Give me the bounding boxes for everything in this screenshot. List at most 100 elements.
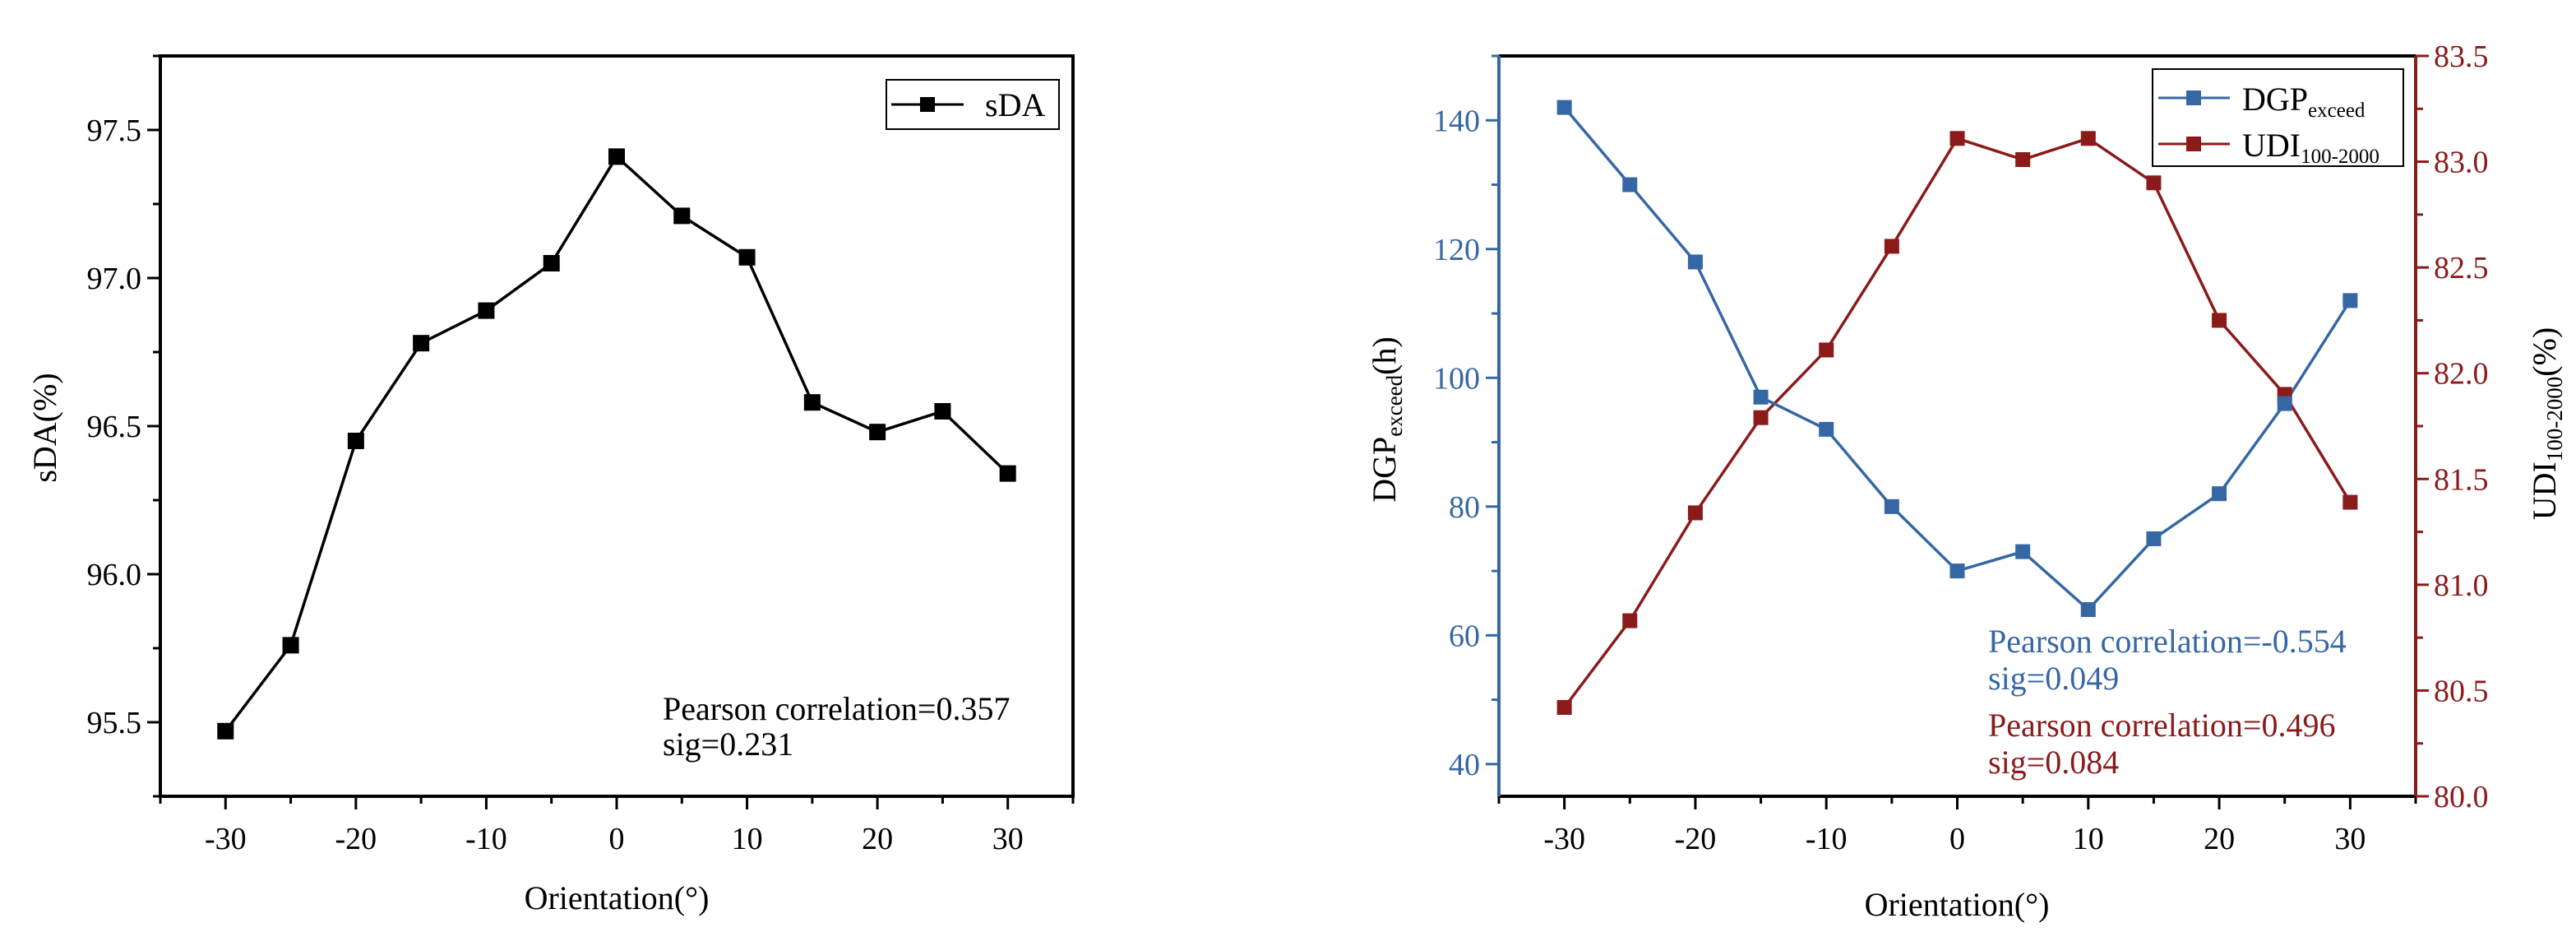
dgp-udi-x-axis-title: Orientation(°) [1865,886,2050,923]
dgp-udi-x-tick-label: -20 [1675,822,1717,856]
dgp-data-point [2212,486,2227,502]
sda-series-line [224,154,1009,732]
udi-pearson-annotation: Pearson correlation=0.496 [1988,707,2335,744]
sda-data-point [543,255,560,271]
udi-data-point [1753,410,1769,425]
dgp-data-point [2015,544,2031,559]
udi-y-tick-label: 83.0 [2434,146,2489,180]
dgp-y-tick-label: 100 [1433,361,1480,396]
sda-x-tick-label: 20 [862,822,893,856]
sda-x-tick-label: 30 [992,822,1024,856]
dgp-y-axis-title: DGPexceed(h) [1366,336,1407,503]
dgp-data-point [1949,563,1965,579]
dgp-udi-legend: DGPexceed UDI100-2000 [2152,68,2404,168]
dgp-data-point [1556,100,1572,115]
udi-y-tick-label: 80.0 [2434,780,2489,814]
udi-y-title-sub: 100-2000 [2542,377,2567,462]
dgp-y-title-sub: exceed [1382,374,1407,436]
sda-data-point [282,637,299,654]
udi-data-point [1622,613,1638,628]
sda-chart: -30 -20 -10 0 10 20 30 95.5 96.0 96.5 97.0 97.5 Or… [26,54,1075,916]
dgp-data-point [2080,602,2096,618]
sda-data-point [803,394,821,411]
sda-data-point [608,148,625,165]
dgp-pearson-annotation: Pearson correlation=-0.554 [1988,623,2347,660]
udi-y-title-tail: (%) [2526,327,2563,377]
udi-legend-marker [2186,137,2201,151]
sda-x-axis: -30 -20 -10 0 10 20 30 [159,796,1075,856]
dgp-y-tick-label: 60 [1449,619,1480,653]
sda-y-tick-label: 97.5 [87,114,142,148]
sda-x-tick-label: -30 [205,822,247,856]
udi-data-point [1556,700,1572,715]
dgp-data-point [1884,499,1899,514]
udi-y-tick-label: 83.5 [2434,39,2489,74]
sda-x-axis-title: Orientation(°) [525,879,710,916]
udi-y-axis-title: UDI100-2000(%) [2526,327,2567,521]
sda-y-axis-title: sDA(%) [26,373,63,482]
sda-y-tick-label: 97.0 [87,262,142,296]
dgp-legend-label: DGPexceed [2242,81,2366,122]
sda-y-tick-label: 95.5 [87,706,142,740]
udi-y-axis: 80.0 80.5 81.0 81.5 82.0 82.5 83.0 83.5 [2416,39,2489,814]
sda-data-point [869,424,886,441]
udi-legend-sub: 100-2000 [2301,146,2379,168]
sda-data-point [413,335,430,352]
udi-legend-main: UDI [2242,127,2301,164]
dgp-udi-x-tick-label: 0 [1949,822,1965,856]
sda-pearson-annotation: Pearson correlation=0.357 [663,690,1010,727]
dgp-y-title-main: DGP [1366,437,1403,503]
sda-y-axis: 95.5 96.0 96.5 97.0 97.5 [87,54,160,798]
sda-data-point [217,722,234,740]
dgp-legend-marker [2186,90,2201,105]
sda-x-tick-label: -20 [335,822,377,856]
udi-data-point [1687,505,1703,521]
udi-data-point [1884,239,1899,254]
sda-data-point [347,433,364,449]
dgp-y-axis: 40 60 80 100 120 140 [1433,54,1499,782]
udi-data-point [2015,152,2031,167]
udi-legend-label: UDI100-2000 [2242,127,2379,168]
udi-y-tick-label: 80.5 [2434,674,2489,708]
sda-data-point [934,403,951,420]
dgp-y-tick-label: 140 [1433,104,1480,138]
dgp-sig-annotation: sig=0.049 [1988,660,2119,697]
dgp-y-tick-label: 120 [1433,233,1480,267]
sda-legend-marker [920,97,935,112]
sda-y-tick-label: 96.5 [87,410,142,444]
udi-data-point [1949,131,1965,146]
dgp-data-point [1819,421,1834,437]
dgp-data-point [2342,293,2358,308]
dgp-legend-sub: exceed [2308,100,2366,122]
udi-y-tick-label: 81.0 [2434,568,2489,603]
udi-y-tick-label: 82.0 [2434,357,2489,392]
dgp-udi-x-tick-label: 20 [2204,822,2235,856]
dgp-data-point [2146,531,2162,546]
sda-data-point [478,302,495,319]
dgp-data-point [2277,396,2292,411]
udi-data-point [2342,494,2358,510]
dgp-udi-series [1556,100,2358,715]
sda-y-tick-label: 96.0 [87,558,142,592]
sda-data-point [673,207,691,225]
udi-sig-annotation: sig=0.084 [1988,744,2119,781]
dgp-udi-x-tick-label: -10 [1806,822,1848,856]
dgp-udi-x-axis: -30 -20 -10 0 10 20 30 [1497,796,2417,856]
sda-x-tick-label: -10 [465,822,507,856]
dgp-y-tick-label: 40 [1449,748,1480,782]
dgp-y-tick-label: 80 [1449,490,1480,525]
udi-data-point [2212,313,2227,328]
sda-series [217,148,1016,740]
udi-data-point [1819,342,1834,358]
udi-y-tick-label: 82.5 [2434,251,2489,285]
udi-y-tick-label: 81.5 [2434,462,2489,497]
sda-legend-label: sDA [985,86,1045,123]
sda-x-tick-label: 0 [609,822,625,856]
dgp-udi-x-tick-label: 30 [2334,822,2366,856]
sda-x-tick-label: 10 [732,822,763,856]
dgp-data-point [1753,389,1769,405]
sda-legend: sDA [886,79,1060,130]
dgp-legend-main: DGP [2242,81,2308,118]
